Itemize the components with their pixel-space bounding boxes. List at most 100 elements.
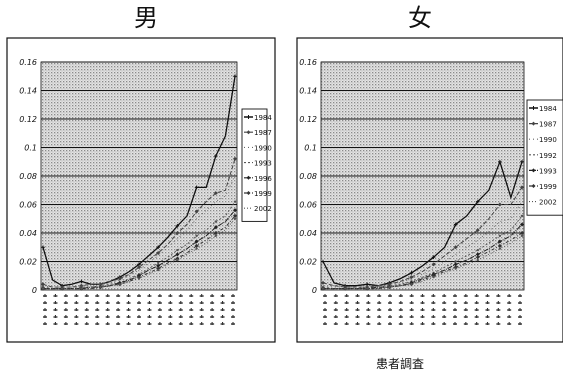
legend-label-1990: 1990 <box>254 144 272 152</box>
data-point <box>321 259 325 264</box>
data-point <box>520 185 524 190</box>
data-point <box>194 209 199 214</box>
y-tick-label: 0.06 <box>299 201 317 210</box>
legend-male: 1984 1987 1990 1993 1996 1999 2002 <box>241 108 272 222</box>
data-point <box>118 283 122 286</box>
data-point <box>476 248 479 252</box>
legend-label-1999: 1999 <box>539 183 557 191</box>
data-point <box>233 74 237 79</box>
legend-marker <box>531 121 536 126</box>
x-tick-mark <box>231 294 235 325</box>
data-point <box>175 252 180 257</box>
data-point <box>195 247 198 250</box>
x-tick-mark <box>84 294 89 325</box>
legend-label-1984: 1984 <box>539 105 557 113</box>
x-tick-mark <box>220 294 225 325</box>
y-tick-label: 0.02 <box>19 258 37 267</box>
legend-label-1987: 1987 <box>254 129 272 137</box>
x-tick-mark <box>485 294 490 325</box>
series-line-1984 <box>322 159 523 287</box>
x-tick-mark <box>199 294 204 325</box>
data-point <box>156 250 161 255</box>
data-point <box>156 263 161 268</box>
series-line-2002 <box>323 235 523 290</box>
y-tick-label: 0.08 <box>19 172 37 181</box>
data-point <box>194 243 199 248</box>
y-tick-label: 0.14 <box>299 87 317 96</box>
y-tick-label: 0.06 <box>19 201 37 210</box>
data-point <box>79 279 84 284</box>
x-tick-mark <box>431 294 436 325</box>
legend-label-1993: 1993 <box>539 167 557 175</box>
data-point <box>475 228 480 233</box>
x-tick-mark <box>398 294 403 325</box>
legend-label-1996: 1996 <box>254 175 272 183</box>
legend-label-1987: 1987 <box>539 121 557 129</box>
x-tick-mark <box>74 294 79 325</box>
data-point <box>497 239 502 244</box>
data-point <box>498 234 502 238</box>
data-point <box>117 276 122 281</box>
y-tick-label: 0.14 <box>19 87 37 96</box>
x-tick-mark <box>147 294 152 325</box>
x-tick-mark <box>507 294 512 325</box>
legend-label-1984: 1984 <box>254 114 272 122</box>
x-tick-mark <box>189 294 194 325</box>
data-point <box>233 156 237 161</box>
data-point <box>156 245 160 250</box>
x-tick-mark <box>518 294 522 325</box>
data-point <box>213 225 218 230</box>
legend-marker <box>531 184 536 188</box>
y-tick-label: 0.16 <box>19 58 37 67</box>
legend-label-1990: 1990 <box>539 136 557 144</box>
data-point <box>520 222 524 227</box>
x-tick-mark <box>344 294 349 325</box>
data-point <box>175 224 180 228</box>
data-point <box>432 275 435 279</box>
legend-marker <box>246 130 251 135</box>
data-point <box>453 262 458 267</box>
data-point <box>99 285 102 289</box>
data-point <box>80 287 83 290</box>
plot-area-male: 0 0.02 0.04 0.06 0.08 0.1 0.12 0.14 0.16 <box>19 58 238 325</box>
x-tick-mark <box>420 294 425 325</box>
x-tick-mark <box>474 294 479 325</box>
data-point <box>213 191 218 196</box>
data-point <box>475 255 480 260</box>
data-point <box>520 159 524 164</box>
x-tick-mark <box>333 294 338 325</box>
data-point <box>137 277 141 280</box>
x-tick-mark <box>366 294 371 325</box>
y-tick-label: 0.1 <box>304 144 317 153</box>
data-point <box>388 285 391 289</box>
legend-box <box>241 108 268 222</box>
data-point <box>453 245 458 250</box>
legend-marker <box>246 175 251 180</box>
data-point <box>321 280 325 285</box>
chart-title-female: 女 <box>408 4 432 32</box>
y-tick-label: 0.12 <box>299 115 317 124</box>
data-point <box>214 154 218 158</box>
y-tick-label: 0.1 <box>24 144 37 153</box>
x-tick-mark <box>210 294 215 325</box>
plot-area-female: 0 0.02 0.04 0.06 0.08 0.1 0.12 0.14 0.16 <box>299 58 525 325</box>
data-point <box>520 214 524 218</box>
data-point <box>454 260 457 263</box>
data-point <box>176 258 179 262</box>
y-tick-label: 0.02 <box>299 258 317 267</box>
x-tick-mark <box>126 294 131 325</box>
x-tick-mark <box>463 294 468 325</box>
data-point <box>321 287 325 290</box>
x-tick-mark <box>442 294 447 325</box>
chart-male: 男 00.020.040.060.080.10.120.140.16 19841… <box>6 4 276 343</box>
x-tick-mark <box>453 294 457 325</box>
chart-frame-female <box>296 37 563 343</box>
legend-marker <box>246 191 251 195</box>
data-point <box>157 261 160 265</box>
x-tick-mark <box>178 294 183 325</box>
data-point <box>453 222 458 227</box>
data-point <box>497 243 502 248</box>
chart-title-male: 男 <box>134 4 158 32</box>
x-tick-mark <box>105 294 110 325</box>
